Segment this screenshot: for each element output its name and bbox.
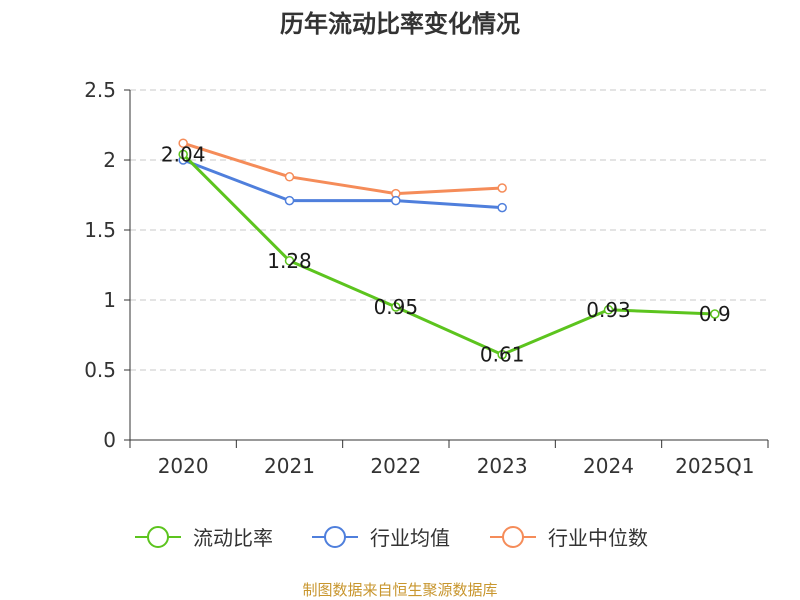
- x-tick-label: 2022: [370, 454, 421, 478]
- x-tick-label: 2025Q1: [675, 454, 754, 478]
- y-tick-label: 2.5: [84, 78, 116, 102]
- x-tick-label: 2020: [158, 454, 209, 478]
- series-line: [182, 153, 715, 357]
- source-note: 制图数据来自恒生聚源数据库: [302, 581, 497, 599]
- series-line: [182, 158, 503, 210]
- chart-title: 历年流动比率变化情况: [280, 10, 520, 38]
- data-point: [178, 138, 188, 148]
- data-point: [284, 256, 295, 266]
- data-point: [497, 202, 507, 213]
- legend-marker: [147, 526, 169, 548]
- data-label: 2.04: [161, 142, 206, 166]
- data-label: 0.61: [480, 343, 525, 367]
- legend-label: 流动比率: [193, 526, 273, 550]
- data-point: [391, 195, 401, 206]
- x-tick-label: 2023: [477, 454, 528, 478]
- data-point: [497, 349, 507, 360]
- axes: 0 0.5 1 1.5 2 2.5 2020 2021 2022 2023 2024 2025Q1: [84, 78, 769, 478]
- series-line: [182, 141, 503, 196]
- legend-marker: [502, 526, 524, 548]
- data-label: 0.95: [374, 295, 419, 319]
- grid-lines: [130, 89, 768, 371]
- series-layer: 2.04 1.28 0.95 0.61 0.93 0.9: [161, 138, 731, 367]
- data-label: 1.28: [267, 249, 312, 273]
- data-point: [284, 172, 295, 182]
- x-tick-label: 2024: [583, 454, 634, 478]
- data-label: 0.9: [699, 302, 731, 326]
- data-point: [284, 195, 295, 206]
- data-label: 0.93: [586, 298, 631, 322]
- y-tick-label: 2: [103, 148, 116, 172]
- data-point: [178, 149, 188, 160]
- data-point: [603, 305, 614, 315]
- legend-label: 行业均值: [370, 526, 450, 550]
- legend: 流动比率 行业均值 行业中位数: [135, 526, 648, 550]
- legend-marker: [324, 526, 346, 548]
- y-tick-label: 0.5: [84, 358, 116, 382]
- y-tick-label: 1.5: [84, 218, 116, 242]
- data-point: [710, 309, 720, 319]
- data-point: [497, 183, 507, 193]
- data-point: [391, 302, 401, 312]
- y-tick-label: 1: [103, 288, 116, 312]
- x-tick-label: 2021: [264, 454, 315, 478]
- y-tick-label: 0: [103, 428, 116, 452]
- legend-label: 行业中位数: [548, 526, 648, 550]
